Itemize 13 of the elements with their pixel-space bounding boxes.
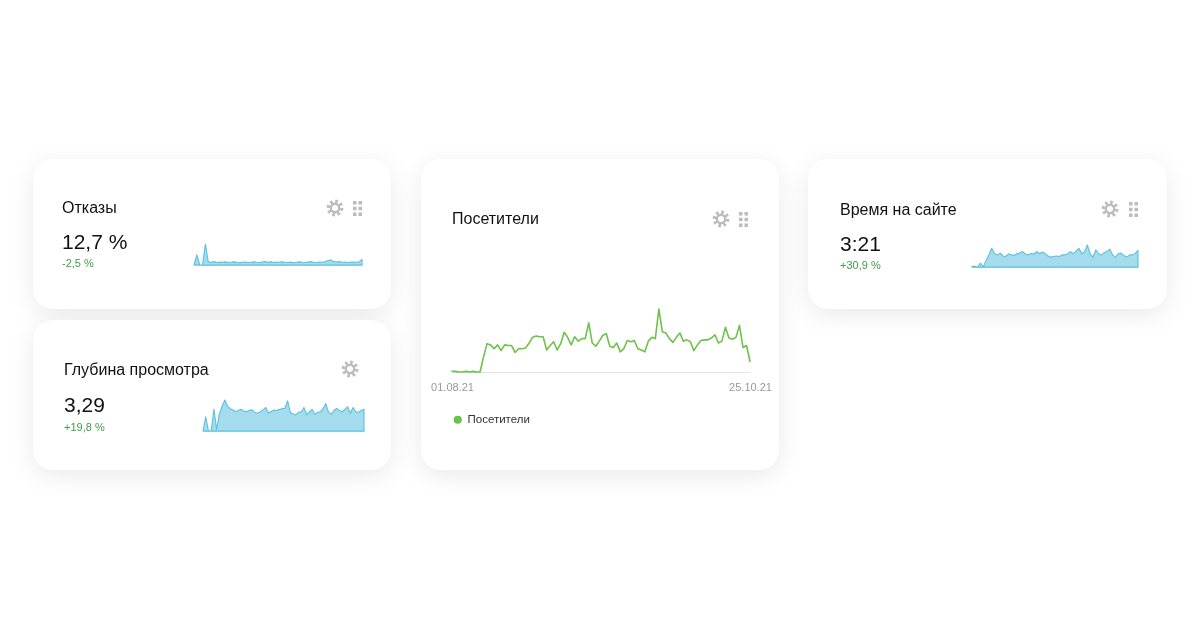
chart-title: Время на сайте	[840, 200, 957, 218]
chart-title: Отказы	[62, 198, 117, 216]
text: +19,8 %	[64, 421, 105, 433]
chart-subtitle: 3:21	[840, 232, 881, 255]
chart-title: Посетители	[452, 209, 539, 227]
text: -2,5 %	[62, 257, 95, 269]
x-tick-label: 01.08.21	[431, 380, 474, 393]
chart-subtitle: 3,29	[64, 393, 105, 416]
legend-label: Посетители	[467, 412, 530, 425]
chart-subtitle: 12,7 %	[62, 230, 128, 253]
chart-title: Глубина просмотра	[64, 360, 209, 378]
x-tick-label: 25.10.21	[729, 380, 772, 393]
text: +30,9 %	[840, 259, 881, 271]
